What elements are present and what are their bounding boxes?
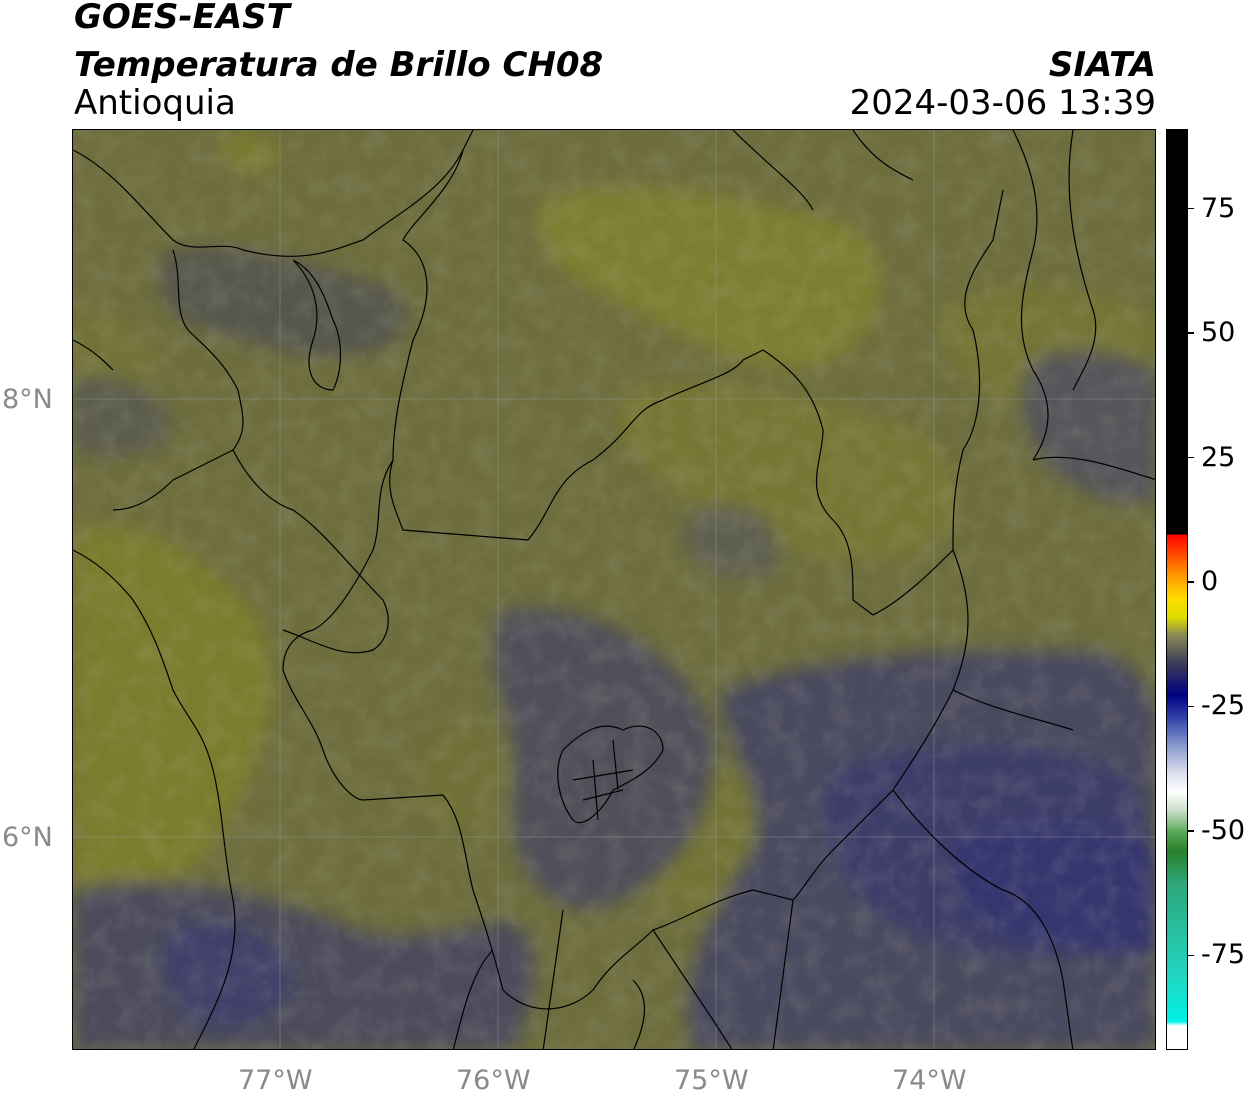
colorbar-tick-label: 50 <box>1201 317 1236 349</box>
region-label: Antioquia <box>74 83 236 123</box>
colorbar-tick-label: 0 <box>1201 566 1219 598</box>
satellite-title: GOES-EAST <box>74 0 290 37</box>
lat-label-8n: 8°N <box>2 384 53 415</box>
noise-texture <box>73 130 1155 1049</box>
lon-label-75w: 75°W <box>674 1065 749 1096</box>
colorbar-tick <box>1187 332 1194 334</box>
borders <box>73 130 1155 1049</box>
colorbar-tick <box>1187 581 1194 583</box>
colorbar-tick <box>1187 954 1194 957</box>
lon-label-74w: 74°W <box>892 1065 967 1096</box>
organization-label: SIATA <box>1048 45 1156 85</box>
colorbar-tick <box>1187 705 1194 708</box>
colorbar-tick <box>1187 456 1194 459</box>
colorbar-tick <box>1187 207 1194 210</box>
brightness-temperature-map <box>73 130 1155 1049</box>
map-panel <box>72 129 1156 1050</box>
lon-label-77w: 77°W <box>238 1065 313 1096</box>
product-title: Temperatura de Brillo CH08 <box>74 45 604 85</box>
colorbar-tick-label: 25 <box>1201 441 1236 473</box>
colorbar <box>1166 129 1188 1050</box>
colorbar-tick-label: -75 <box>1201 939 1246 971</box>
graticule <box>73 130 1155 1049</box>
colorbar-tick-label: -50 <box>1201 814 1246 846</box>
colorbar-tick-label: -25 <box>1201 690 1246 722</box>
colorbar-tick-label: 75 <box>1201 192 1236 224</box>
colorbar-tick <box>1187 830 1194 832</box>
datetime-label: 2024-03-06 13:39 <box>849 83 1156 123</box>
lat-label-6n: 6°N <box>2 822 53 853</box>
lon-label-76w: 76°W <box>456 1065 531 1096</box>
